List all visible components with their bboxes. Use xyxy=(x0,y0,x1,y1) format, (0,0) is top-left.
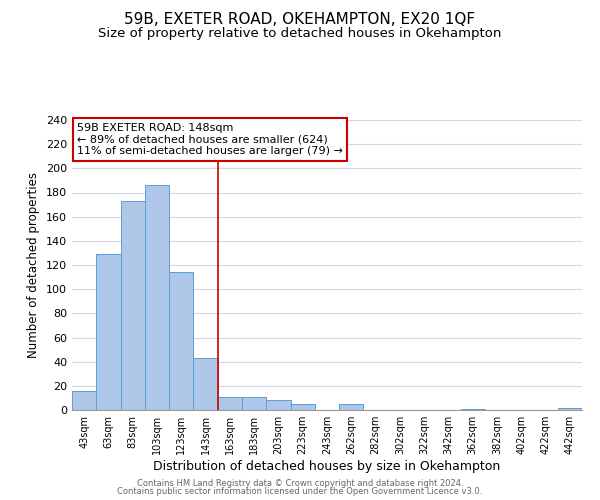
Text: 59B, EXETER ROAD, OKEHAMPTON, EX20 1QF: 59B, EXETER ROAD, OKEHAMPTON, EX20 1QF xyxy=(124,12,476,28)
Bar xyxy=(461,409,485,410)
Text: Size of property relative to detached houses in Okehampton: Size of property relative to detached ho… xyxy=(98,28,502,40)
Bar xyxy=(193,358,218,410)
Y-axis label: Number of detached properties: Number of detached properties xyxy=(28,172,40,358)
Bar xyxy=(96,254,121,410)
Bar xyxy=(218,396,242,410)
Bar xyxy=(339,404,364,410)
Text: Contains public sector information licensed under the Open Government Licence v3: Contains public sector information licen… xyxy=(118,487,482,496)
Bar xyxy=(121,201,145,410)
Bar xyxy=(242,396,266,410)
Bar xyxy=(145,185,169,410)
Text: 59B EXETER ROAD: 148sqm
← 89% of detached houses are smaller (624)
11% of semi-d: 59B EXETER ROAD: 148sqm ← 89% of detache… xyxy=(77,123,343,156)
Bar xyxy=(558,408,582,410)
Bar xyxy=(169,272,193,410)
Bar xyxy=(72,390,96,410)
X-axis label: Distribution of detached houses by size in Okehampton: Distribution of detached houses by size … xyxy=(154,460,500,473)
Bar xyxy=(266,400,290,410)
Text: Contains HM Land Registry data © Crown copyright and database right 2024.: Contains HM Land Registry data © Crown c… xyxy=(137,478,463,488)
Bar xyxy=(290,404,315,410)
